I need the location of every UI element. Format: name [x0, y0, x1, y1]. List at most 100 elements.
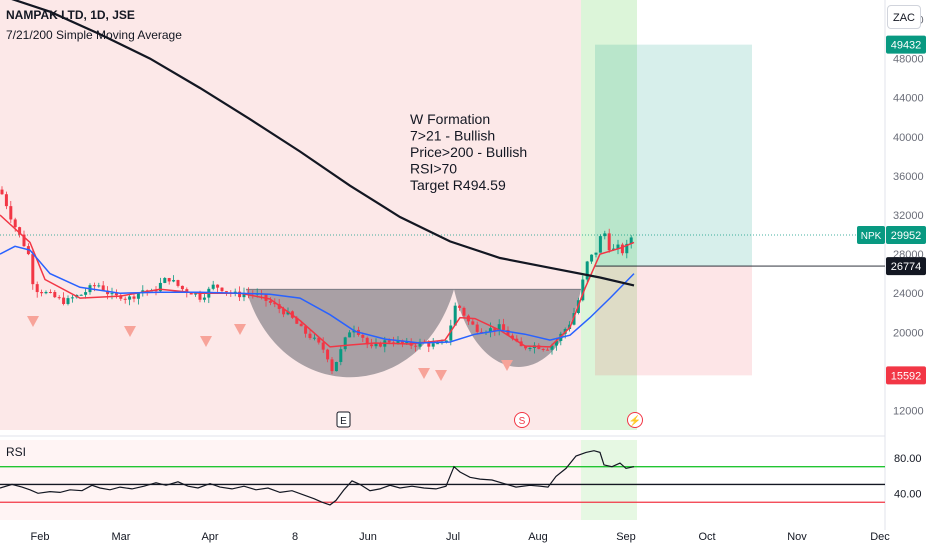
candle-body — [62, 297, 66, 304]
candle-body — [436, 343, 440, 345]
candle-body — [330, 359, 334, 372]
time-tick-label: Feb — [31, 531, 50, 543]
chart-title: NAMPAK LTD, 1D, JSE — [6, 8, 135, 22]
candle-body — [132, 296, 136, 299]
candle-body — [361, 334, 365, 338]
price-tick-label: 44000 — [893, 93, 924, 105]
candle-body — [453, 305, 457, 326]
candle-body — [370, 344, 374, 347]
candle-body — [414, 345, 418, 347]
earnings-marker — [336, 411, 351, 428]
price-tick-label: 40000 — [893, 132, 924, 144]
candle-body — [123, 298, 127, 300]
candle-body — [598, 236, 602, 253]
candle-body — [510, 335, 514, 339]
sma-200-line — [11, 0, 635, 287]
candle-body — [629, 237, 633, 244]
time-tick-label: 8 — [292, 531, 298, 543]
rsi-tick-label: 80.00 — [894, 453, 922, 465]
down-arrow-icon — [435, 370, 447, 381]
time-tick-label: Jun — [359, 531, 377, 543]
candle-body — [282, 308, 286, 315]
candle-body — [176, 280, 180, 286]
candle-body — [216, 284, 220, 288]
candle-body — [334, 361, 338, 372]
candle-body — [242, 292, 246, 298]
candle-body — [585, 261, 589, 280]
candle-body — [172, 280, 176, 282]
candle-body — [35, 284, 39, 293]
candle-body — [224, 291, 228, 293]
candle-body — [185, 289, 189, 293]
down-arrow-icon — [501, 360, 513, 371]
symbol-tag-label: NPK — [861, 231, 882, 242]
stop-zone — [595, 266, 752, 376]
price-tag — [886, 226, 926, 245]
candle-body — [541, 348, 545, 350]
candle-body — [268, 300, 272, 303]
down-arrow-icon — [234, 324, 246, 335]
candle-body — [528, 348, 532, 350]
candle-body — [84, 292, 88, 295]
rsi-line — [0, 450, 635, 506]
candle-body — [550, 345, 554, 350]
candle-body — [18, 227, 22, 235]
earnings-marker-label: E — [340, 416, 347, 427]
candle-body — [44, 292, 48, 294]
currency-button[interactable]: ZAC — [887, 5, 921, 29]
candle-body — [524, 346, 528, 349]
candle-body — [348, 332, 352, 338]
time-tick-label: Oct — [698, 531, 715, 543]
time-tick-label: Aug — [528, 531, 548, 543]
price-tag — [886, 35, 926, 54]
price-tag — [886, 366, 926, 385]
candle-body — [220, 287, 224, 292]
split-marker — [514, 412, 530, 428]
price-tick-label: 20000 — [893, 327, 924, 339]
sma-7-line — [0, 214, 635, 348]
candle-body — [40, 292, 44, 294]
candle-body — [339, 349, 343, 362]
candle-body — [198, 293, 202, 300]
rsi-tick-label: 40.00 — [894, 488, 922, 500]
time-tick-label: Nov — [787, 531, 807, 543]
dividend-marker-label: ⚡ — [629, 414, 641, 427]
candle-body — [449, 325, 453, 341]
down-arrow-icon — [418, 368, 430, 379]
candle-body — [13, 219, 17, 228]
time-tick-label: Dec — [870, 531, 890, 543]
candle-body — [326, 349, 330, 360]
rsi-bullish-zone — [581, 440, 637, 520]
annotation-line: W Formation — [410, 111, 490, 127]
candle-body — [128, 296, 132, 300]
price-tag-label: 49432 — [891, 40, 922, 52]
candle-body — [136, 293, 140, 299]
candle-body — [317, 337, 321, 343]
bullish-zone — [581, 0, 637, 430]
candle-body — [427, 342, 431, 347]
candle-body — [471, 321, 475, 325]
bearish-zone — [0, 0, 581, 430]
candle-body — [286, 311, 290, 315]
candle-body — [458, 305, 462, 308]
time-tick-label: Sep — [616, 531, 636, 543]
time-tick-label: Apr — [201, 531, 218, 543]
sma-21-line — [0, 245, 635, 344]
price-tick-label: 36000 — [893, 171, 924, 183]
candle-body — [497, 324, 501, 331]
candle-body — [387, 340, 391, 343]
candle-body — [110, 293, 114, 295]
candle-body — [101, 285, 105, 291]
candle-body — [9, 206, 13, 220]
candle-body — [4, 194, 8, 207]
price-tick-label: 12000 — [893, 405, 924, 417]
candle-body — [48, 292, 52, 294]
candle-body — [277, 304, 281, 309]
candle-body — [180, 285, 184, 290]
down-arrow-icon — [27, 316, 39, 327]
candle-body — [114, 293, 118, 296]
candle-body — [493, 328, 497, 331]
candle-body — [211, 284, 215, 289]
candle-body — [396, 340, 400, 344]
